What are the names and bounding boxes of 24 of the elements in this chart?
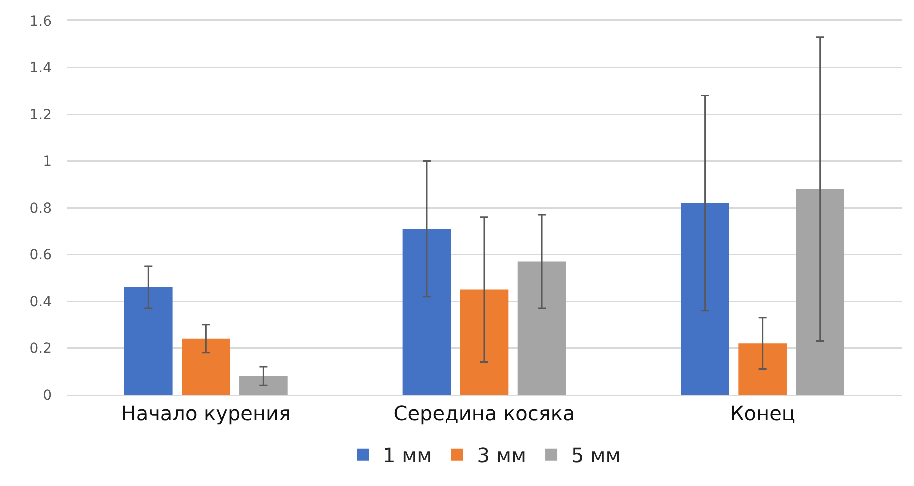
bar (240, 376, 288, 395)
bar (738, 344, 787, 395)
y-tick-label: 0.6 (30, 248, 52, 264)
bar (518, 262, 566, 395)
y-tick-label: 1.6 (30, 14, 52, 30)
legend-label: 5 мм (572, 444, 621, 468)
legend-label: 3 мм (477, 444, 527, 468)
y-tick-label: 0.4 (30, 294, 52, 310)
y-tick-label: 1.2 (30, 107, 52, 124)
bar (681, 203, 730, 395)
y-tick-label: 0 (43, 388, 52, 404)
y-tick-label: 1 (43, 154, 52, 170)
x-tick-label: Середина косяка (394, 402, 576, 426)
x-tick-label: Конец (730, 402, 796, 426)
y-tick-label: 1.4 (30, 60, 52, 77)
bar (460, 290, 509, 395)
x-tick-label: Начало курения (121, 402, 292, 426)
legend-label: 1 мм (383, 444, 432, 468)
y-tick-label: 0.2 (30, 341, 52, 358)
bar (182, 338, 230, 395)
bar (796, 189, 845, 395)
bar (124, 287, 173, 395)
y-tick-label: 0.8 (30, 200, 52, 217)
bar (402, 229, 452, 395)
